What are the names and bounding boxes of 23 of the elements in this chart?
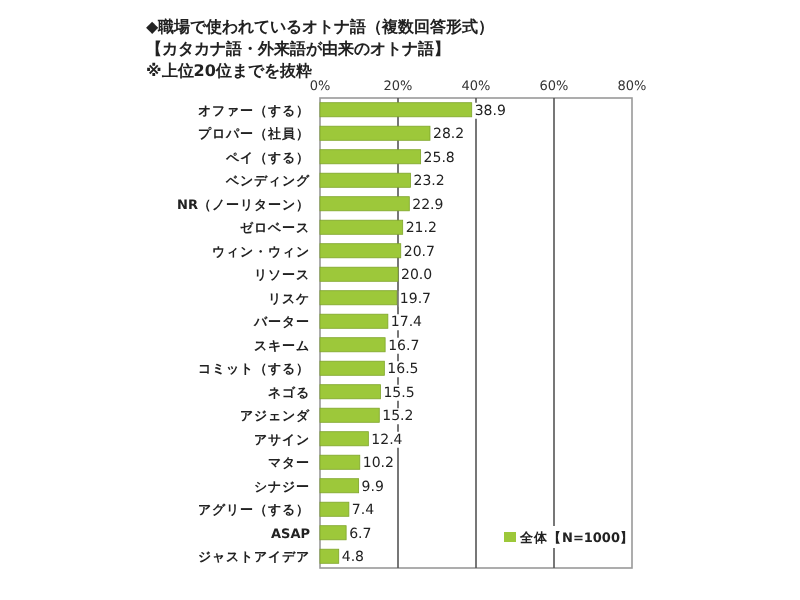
bar xyxy=(319,384,381,400)
bar xyxy=(319,102,473,118)
bar xyxy=(319,243,402,259)
bar xyxy=(319,360,385,376)
bar xyxy=(319,196,410,212)
text: ※上位20位までを抜粋 xyxy=(146,62,312,80)
bar xyxy=(319,454,361,470)
bar xyxy=(319,525,347,541)
bar xyxy=(319,313,389,329)
bar xyxy=(319,337,386,353)
bar xyxy=(319,149,422,165)
bar xyxy=(319,290,398,306)
bar xyxy=(319,219,404,235)
bar xyxy=(319,501,350,517)
bar xyxy=(319,125,431,141)
bar xyxy=(319,266,399,282)
bar xyxy=(319,407,380,423)
bar xyxy=(319,172,411,188)
bar xyxy=(319,548,340,564)
bar xyxy=(319,478,360,494)
bar xyxy=(319,431,369,447)
chart-subtitle: 【カタカナ語・外来語が由来のオトナ語】 xyxy=(146,40,450,58)
chart-title: ◆職場で使われているオトナ語（複数回答形式） xyxy=(146,18,495,36)
